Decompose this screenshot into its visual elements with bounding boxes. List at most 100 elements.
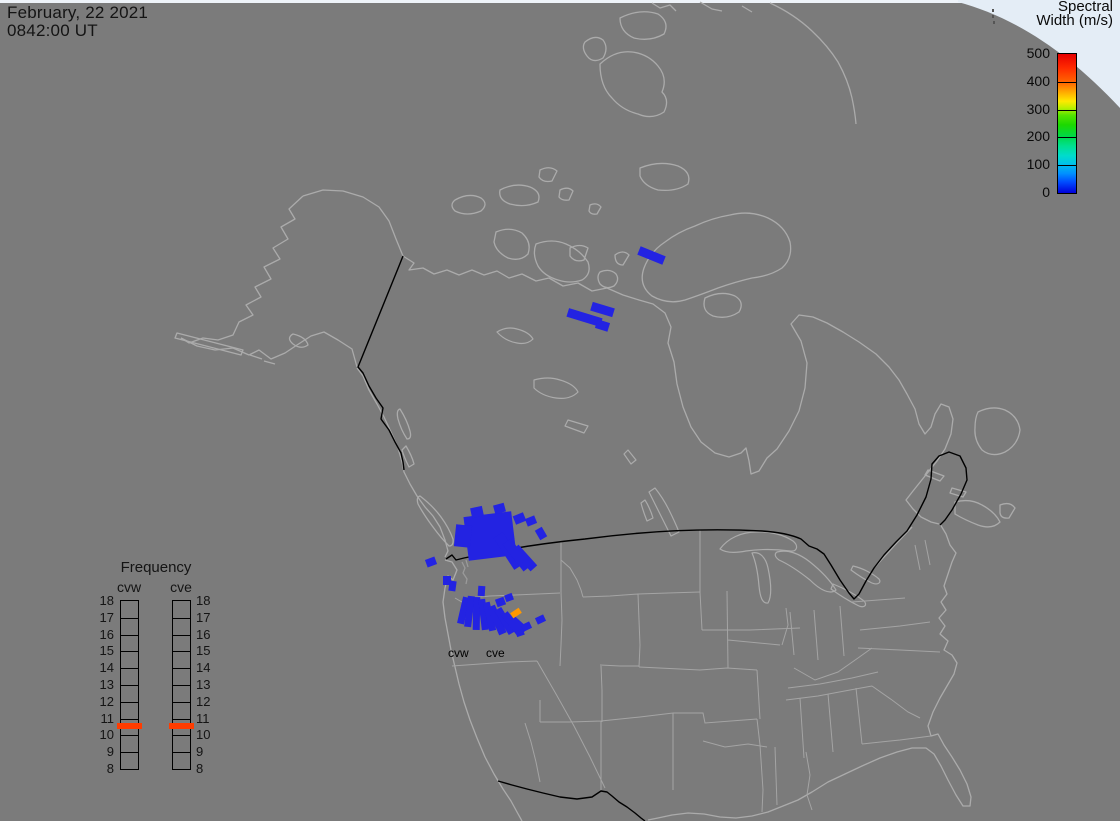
colorbar-tick-label: 400 bbox=[1026, 72, 1050, 89]
frequency-tick-label: 13 bbox=[196, 677, 211, 692]
radar-site-label: cve bbox=[486, 646, 505, 660]
frequency-scale-cell-line bbox=[173, 701, 190, 703]
frequency-tick-label: 17 bbox=[99, 609, 114, 625]
colorbar-title-line1: Spectral bbox=[1057, 0, 1113, 15]
frequency-tick-label: 14 bbox=[99, 660, 114, 676]
radar-echo bbox=[511, 544, 538, 572]
frequency-scale-bar bbox=[172, 600, 191, 770]
radar-echo bbox=[637, 246, 666, 265]
radar-echo bbox=[590, 301, 615, 318]
colorbar-tick-label: 500 bbox=[1026, 45, 1050, 61]
grid-dots bbox=[992, 9, 995, 24]
frequency-tick-label: 12 bbox=[196, 693, 211, 709]
frequency-tick-label: 18 bbox=[196, 593, 211, 608]
frequency-tick-label: 12 bbox=[99, 693, 114, 709]
colorbar-segment-line bbox=[1058, 137, 1076, 139]
radar-echo bbox=[594, 319, 611, 332]
colorbar-title: Spectral Width (m/s) bbox=[1036, 0, 1113, 28]
outside-map-region bbox=[0, 0, 1120, 108]
radar-echo bbox=[494, 596, 507, 608]
frequency-marker bbox=[117, 723, 142, 729]
radar-echo bbox=[464, 595, 475, 628]
radar-echo bbox=[534, 614, 547, 625]
frequency-scale-cell-line bbox=[173, 634, 190, 636]
frequency-tick-label: 8 bbox=[106, 761, 114, 776]
colorbar-tick-label: 200 bbox=[1026, 128, 1050, 145]
frequency-tick-label: 8 bbox=[196, 761, 204, 776]
radar-echo bbox=[470, 505, 484, 519]
radar-echo bbox=[472, 596, 481, 631]
colorbar-segment-line bbox=[1058, 109, 1076, 111]
frequency-tick-label: 15 bbox=[196, 643, 211, 659]
timestamp-block: February, 22 2021 0842:00 UT bbox=[7, 4, 148, 40]
radar-echo-layer bbox=[424, 246, 666, 638]
frequency-marker bbox=[169, 723, 194, 729]
frequency-tick-label: 9 bbox=[106, 744, 114, 760]
radar-echo bbox=[566, 308, 603, 327]
frequency-tick-label: 14 bbox=[196, 660, 211, 676]
colorbar-segment-line bbox=[1058, 165, 1076, 167]
radar-echo bbox=[424, 556, 438, 568]
frequency-column-label: cvw bbox=[116, 579, 142, 595]
radar-echo bbox=[515, 628, 525, 638]
radar-echo bbox=[520, 621, 533, 632]
frequency-scale-cell-line bbox=[121, 701, 138, 703]
radar-echo bbox=[453, 524, 473, 548]
date-text: February, 22 2021 bbox=[7, 3, 149, 22]
frequency-scale-cell-line bbox=[173, 668, 190, 670]
frequency-scale-cell-line bbox=[121, 718, 138, 720]
lakes bbox=[496, 327, 881, 608]
radar-echo bbox=[494, 606, 516, 636]
colorbar-tick-label: 100 bbox=[1026, 156, 1050, 173]
frequency-scale-cell-line bbox=[121, 685, 138, 686]
frequency-tick-label: 17 bbox=[196, 609, 211, 625]
frequency-scale-cell-line bbox=[173, 685, 190, 686]
frequency-tick-label: 16 bbox=[196, 626, 211, 642]
radar-echo bbox=[510, 607, 522, 619]
colorbar-segment-line bbox=[1058, 81, 1076, 83]
frequency-scale-cell-line bbox=[173, 718, 190, 720]
frequency-tick-label: 10 bbox=[99, 727, 114, 743]
coastlines bbox=[174, 1, 1021, 821]
frequency-legend-title: Frequency bbox=[120, 559, 192, 576]
colorbar-gradient bbox=[1057, 53, 1077, 194]
radar-site-label: cvw bbox=[448, 646, 469, 660]
frequency-tick-label: 10 bbox=[196, 727, 211, 743]
frequency-scale-bar bbox=[120, 600, 139, 770]
radar-echo bbox=[493, 502, 506, 515]
frequency-tick-label: 9 bbox=[196, 744, 204, 760]
radar-echo bbox=[504, 592, 514, 603]
colorbar-title-line2: Width (m/s) bbox=[1036, 12, 1113, 29]
radar-echo bbox=[487, 604, 507, 636]
frequency-tick-label: 13 bbox=[99, 677, 114, 692]
time-text: 0842:00 UT bbox=[7, 21, 98, 40]
radar-echo bbox=[482, 601, 497, 632]
radar-echo bbox=[478, 598, 489, 631]
frequency-tick-label: 16 bbox=[99, 626, 114, 642]
radar-echo bbox=[477, 585, 486, 597]
frequency-tick-label: 11 bbox=[196, 710, 210, 726]
frequency-scale-cell-line bbox=[173, 617, 190, 619]
frequency-scale-cell-line bbox=[121, 735, 138, 737]
radar-echo bbox=[457, 596, 470, 625]
frequency-scale-cell-line bbox=[173, 735, 190, 737]
radar-echo bbox=[448, 580, 457, 592]
frequency-scale-cell-line bbox=[121, 752, 138, 754]
colorbar-tick-label: 0 bbox=[1042, 184, 1050, 200]
frequency-scale-cell-line bbox=[173, 752, 190, 754]
state-borders bbox=[451, 530, 941, 813]
frequency-column-label: cve bbox=[170, 579, 192, 595]
national-borders bbox=[357, 255, 968, 821]
colorbar-tick-label: 300 bbox=[1026, 100, 1050, 117]
radar-echo bbox=[512, 512, 527, 525]
frequency-scale-cell-line bbox=[121, 651, 138, 653]
arctic-islands bbox=[451, 11, 792, 318]
frequency-scale-cell-line bbox=[121, 634, 138, 636]
frequency-scale-cell-line bbox=[173, 651, 190, 653]
radar-echo bbox=[534, 526, 548, 541]
frequency-scale-cell-line bbox=[121, 668, 138, 670]
frequency-tick-label: 18 bbox=[99, 593, 114, 608]
